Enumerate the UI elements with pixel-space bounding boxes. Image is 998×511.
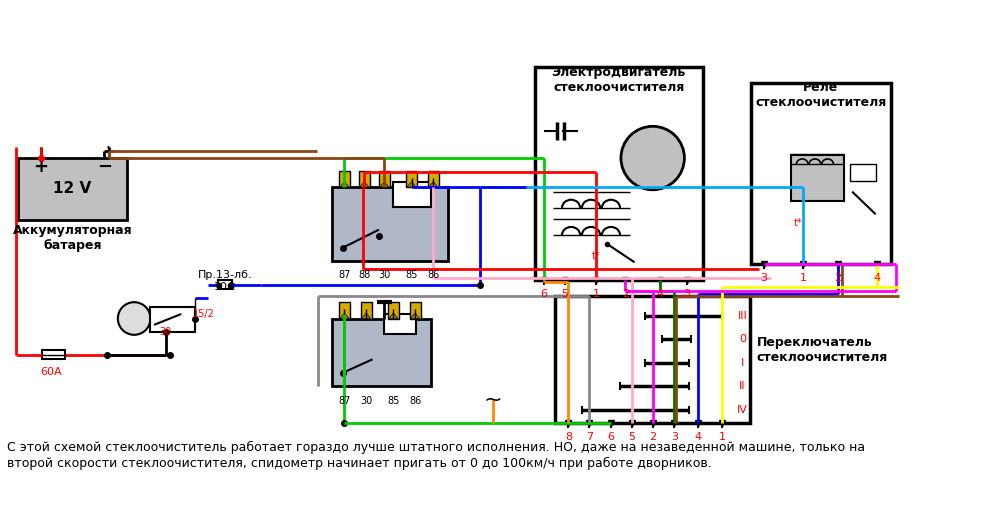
Text: второй скорости стеклоочистителя, спидометр начинает пригать от 0 до 100км/ч при: второй скорости стеклоочистителя, спидом… bbox=[7, 457, 712, 470]
Text: 2: 2 bbox=[649, 432, 657, 442]
Text: 4: 4 bbox=[657, 290, 664, 299]
Bar bbox=[791, 155, 844, 201]
Polygon shape bbox=[340, 181, 349, 187]
Circle shape bbox=[621, 126, 685, 190]
Bar bbox=[42, 350, 65, 359]
Bar bbox=[384, 314, 416, 334]
Text: 1: 1 bbox=[799, 273, 806, 283]
Text: Пр.13-лб.
10А: Пр.13-лб. 10А bbox=[198, 270, 252, 292]
Text: 12 V: 12 V bbox=[54, 181, 92, 196]
Polygon shape bbox=[410, 313, 420, 318]
Bar bbox=[361, 302, 371, 318]
Bar bbox=[410, 302, 420, 318]
Text: +: + bbox=[33, 158, 48, 176]
Text: t*: t* bbox=[793, 218, 802, 228]
Bar bbox=[18, 158, 127, 220]
Polygon shape bbox=[389, 313, 398, 318]
Text: Электродвигатель
стеклоочистителя: Электродвигатель стеклоочистителя bbox=[552, 65, 686, 94]
Text: 88: 88 bbox=[358, 270, 370, 281]
Text: 2: 2 bbox=[834, 273, 841, 283]
Bar bbox=[339, 302, 350, 318]
Polygon shape bbox=[360, 181, 369, 187]
Text: 7: 7 bbox=[586, 432, 593, 442]
Text: ~: ~ bbox=[484, 390, 502, 410]
Bar bbox=[388, 302, 399, 318]
Text: 4: 4 bbox=[695, 432, 702, 442]
Text: III: III bbox=[738, 311, 748, 321]
Text: IV: IV bbox=[737, 405, 748, 415]
Polygon shape bbox=[340, 313, 349, 318]
Text: Реле
стеклоочистителя: Реле стеклоочистителя bbox=[755, 81, 886, 109]
Bar bbox=[428, 171, 439, 187]
Text: II: II bbox=[740, 382, 746, 391]
Text: 86: 86 bbox=[409, 396, 421, 406]
Circle shape bbox=[118, 302, 151, 335]
Bar bbox=[535, 67, 703, 281]
Text: 60А: 60А bbox=[40, 367, 62, 378]
Text: 5: 5 bbox=[629, 432, 636, 442]
Text: 85: 85 bbox=[405, 270, 418, 281]
Text: 5: 5 bbox=[561, 290, 568, 299]
Text: 30: 30 bbox=[378, 270, 390, 281]
Bar bbox=[218, 281, 233, 290]
Bar bbox=[379, 171, 390, 187]
Text: 6: 6 bbox=[540, 290, 547, 299]
Bar bbox=[331, 318, 431, 386]
Bar bbox=[850, 165, 875, 181]
Bar bbox=[359, 171, 370, 187]
Bar bbox=[555, 296, 749, 423]
Text: 15/2: 15/2 bbox=[193, 309, 215, 319]
Text: С этой схемой стеклоочиститель работает гораздо лучше штатного исполнения. НО, д: С этой схемой стеклоочиститель работает … bbox=[7, 441, 865, 454]
Text: 3: 3 bbox=[684, 290, 691, 299]
Text: 87: 87 bbox=[338, 270, 350, 281]
Bar bbox=[406, 171, 417, 187]
Text: 4: 4 bbox=[874, 273, 881, 283]
Text: 87: 87 bbox=[338, 396, 350, 406]
Text: 6: 6 bbox=[608, 432, 615, 442]
Polygon shape bbox=[407, 181, 416, 187]
Text: 1: 1 bbox=[593, 290, 600, 299]
Polygon shape bbox=[361, 313, 370, 318]
Text: Аккумуляторная
батарея: Аккумуляторная батарея bbox=[13, 224, 133, 252]
Text: −: − bbox=[97, 158, 112, 176]
Text: 85: 85 bbox=[387, 396, 399, 406]
Text: 86: 86 bbox=[427, 270, 439, 281]
Text: t*: t* bbox=[592, 251, 601, 261]
Text: Переключатель
стеклоочистителя: Переключатель стеклоочистителя bbox=[756, 336, 888, 364]
Text: 30: 30 bbox=[360, 396, 372, 406]
Bar bbox=[339, 171, 350, 187]
Bar bbox=[331, 187, 448, 262]
Text: 1: 1 bbox=[719, 432, 726, 442]
Text: 2: 2 bbox=[622, 290, 629, 299]
Bar bbox=[750, 83, 891, 264]
Text: 3: 3 bbox=[671, 432, 678, 442]
Polygon shape bbox=[429, 181, 438, 187]
Text: I: I bbox=[741, 358, 745, 368]
Bar bbox=[393, 181, 431, 207]
Text: 8: 8 bbox=[565, 432, 572, 442]
Polygon shape bbox=[380, 181, 389, 187]
Text: 3: 3 bbox=[760, 273, 767, 283]
Bar bbox=[150, 307, 195, 332]
Text: 0: 0 bbox=[739, 334, 746, 344]
Text: 30: 30 bbox=[160, 327, 172, 337]
